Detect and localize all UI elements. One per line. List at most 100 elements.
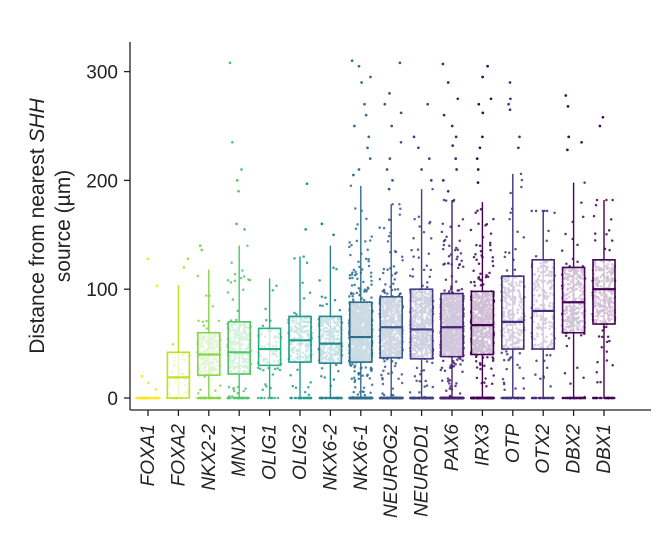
data-point [232, 389, 236, 393]
data-point [423, 385, 426, 388]
outlier-point [426, 102, 430, 106]
data-point [442, 198, 446, 202]
outlier-point [388, 92, 391, 95]
data-point [354, 207, 357, 210]
data-point [369, 391, 372, 394]
data-point [362, 386, 366, 389]
data-point [380, 373, 383, 377]
outlier-point [235, 222, 238, 226]
data-point [305, 261, 309, 265]
data-point [415, 366, 419, 370]
data-point [349, 184, 353, 188]
data-point [415, 379, 418, 382]
outlier-point [360, 81, 363, 84]
data-point [355, 291, 359, 295]
data-point [352, 390, 355, 394]
data-point [332, 378, 336, 381]
data-point [459, 363, 462, 366]
data-point [456, 266, 460, 270]
data-point [382, 290, 386, 293]
data-point [424, 379, 427, 383]
data-point [349, 253, 352, 257]
data-point [300, 396, 303, 400]
data-point [242, 288, 245, 291]
data-point [428, 220, 432, 224]
outlier-point [391, 179, 394, 182]
data-point [440, 230, 444, 234]
data-point [323, 376, 326, 379]
data-point [278, 368, 282, 372]
outlier-point [357, 64, 361, 68]
data-point [261, 324, 265, 327]
data-point [338, 308, 342, 312]
data-point [241, 269, 244, 272]
outlier-point [412, 135, 416, 139]
data-point [428, 275, 432, 278]
data-point [271, 373, 275, 376]
data-point [368, 239, 372, 242]
box [257, 327, 282, 367]
outlier-point [186, 257, 190, 261]
data-point [318, 304, 322, 307]
data-point [384, 283, 387, 286]
data-point [350, 243, 353, 247]
data-point [364, 257, 368, 261]
outlier-point [182, 266, 186, 269]
data-point [443, 289, 446, 292]
data-point [392, 282, 395, 285]
data-point [289, 373, 292, 377]
data-point [363, 290, 366, 293]
box [348, 301, 373, 363]
data-point [366, 286, 370, 289]
data-point [318, 279, 321, 282]
category-group-nkx6-2 [317, 222, 344, 416]
data-point [362, 298, 366, 302]
data-point [226, 291, 230, 294]
data-point [460, 259, 463, 263]
data-point [273, 367, 277, 371]
data-point [454, 280, 458, 283]
data-point [444, 278, 448, 281]
data-point [262, 368, 265, 372]
data-point [369, 275, 373, 278]
data-point [381, 392, 384, 395]
data-point [429, 237, 433, 240]
data-point [446, 377, 450, 380]
data-point [351, 271, 354, 274]
data-point [233, 279, 237, 282]
data-point [411, 267, 415, 271]
data-point [204, 396, 208, 400]
box [318, 315, 343, 364]
data-point [309, 381, 312, 384]
data-point [303, 390, 307, 394]
data-point [337, 369, 340, 373]
outlier-point [237, 189, 240, 193]
outlier-point [305, 182, 309, 186]
data-point [301, 281, 304, 285]
data-point [395, 396, 398, 400]
data-point [351, 298, 355, 301]
data-point [197, 392, 200, 395]
box [166, 351, 191, 399]
category-group-olig1 [256, 278, 283, 416]
outlier-point [388, 157, 392, 160]
data-point [295, 313, 298, 316]
data-point [246, 396, 249, 400]
data-point [227, 385, 231, 389]
data-point [443, 369, 447, 373]
data-point [399, 292, 402, 295]
data-point [357, 260, 360, 264]
data-point [460, 287, 464, 291]
data-point [367, 257, 370, 261]
category-group-foxa2 [165, 257, 191, 416]
outlier-point [155, 284, 159, 288]
data-point [211, 304, 215, 308]
outlier-point [366, 146, 369, 150]
data-point [412, 396, 415, 400]
data-point [447, 255, 451, 258]
data-point [324, 296, 327, 299]
data-point [381, 378, 384, 381]
data-point [413, 217, 416, 221]
data-point [368, 377, 372, 380]
data-point [410, 248, 413, 252]
